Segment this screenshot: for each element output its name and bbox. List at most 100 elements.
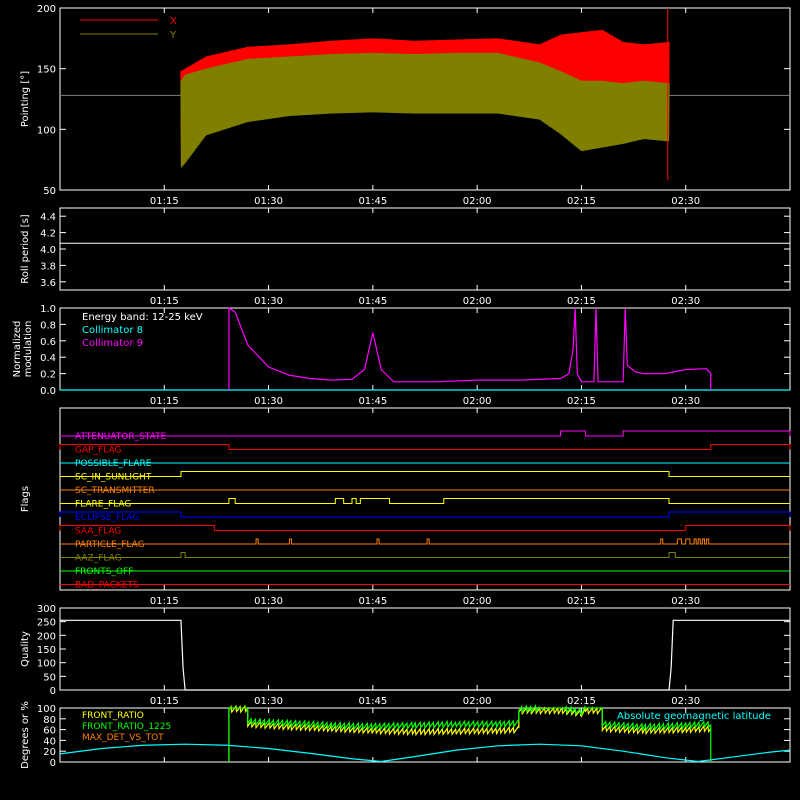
time-tick-label: 02:30 [671,696,700,707]
legend-label: FRONT_RATIO [82,711,144,721]
y-axis-label: Flags [20,486,31,512]
y-tick-label: 40 [43,736,56,747]
y-tick-label: 60 [43,726,56,737]
y-tick-label: 100 [37,704,56,715]
flag-label: SAA_FLAG [75,527,121,537]
time-tick-label: 02:30 [671,596,700,607]
time-tick-label: 01:30 [254,696,283,707]
time-tick-label: 02:15 [567,596,596,607]
time-tick-label: 01:15 [150,696,179,707]
y-tick-label: 0.4 [40,353,56,364]
flag-trace [59,511,791,518]
y-axis-label: Quality [20,631,31,667]
flag-label: PARTICLE_FLAG [75,540,145,550]
time-tick-label: 01:15 [150,296,179,307]
y-tick-label: 150 [37,645,56,656]
y-axis-label-line: modulation [23,321,34,378]
time-tick-label: 02:15 [567,296,596,307]
flag-label: ATTENUATOR_STATE [75,432,167,442]
y-tick-label: 300 [37,604,56,615]
y-tick-label: 50 [43,186,56,197]
time-tick-label: 01:30 [254,196,283,207]
y-tick-label: 150 [37,65,56,76]
panel-frame [59,207,791,291]
flag-label: GAP_FLAG [75,446,121,456]
panel-frame [59,707,791,763]
flag-label: BAD_PACKETS [75,581,139,591]
flag-trace [60,538,790,545]
time-tick-label: 01:45 [358,396,387,407]
flag-trace [60,498,790,504]
y-axis-label: Degrees or % [20,701,31,769]
quality-line [60,619,790,691]
flag-trace [59,525,791,531]
time-tick-label: 02:00 [463,296,492,307]
y-axis-label: Pointing [°] [20,71,31,127]
time-tick-label: 01:15 [150,196,179,207]
panel-frame [59,407,791,591]
time-tick-label: 02:00 [463,596,492,607]
time-tick-label: 01:45 [358,196,387,207]
flag-trace [60,430,791,437]
y-tick-label: 4.0 [40,245,56,256]
legend-label: FRONT_RATIO_1225 [82,722,171,732]
y-tick-label: 80 [43,715,56,726]
flag-trace [59,444,791,450]
flag-label: FLARE_FLAG [75,500,131,510]
panel-frame [59,7,791,191]
time-tick-label: 02:15 [567,696,596,707]
y-axis-label-line: Normalized [12,321,23,378]
legend-label: MAX_DET_VS_TOT [82,733,164,743]
time-tick-label: 02:15 [567,396,596,407]
time-tick-label: 02:30 [671,196,700,207]
time-tick-label: 01:30 [254,296,283,307]
y-tick-label: 0.2 [40,370,56,381]
time-tick-label: 02:15 [567,196,596,207]
time-tick-label: 02:00 [463,696,492,707]
time-tick-label: 01:30 [254,396,283,407]
legend-label: Collimator 8 [82,325,143,336]
flag-label: AAZ_FLAG [75,554,122,564]
y-axis-label: Normalizedmodulation [12,321,34,378]
y-tick-label: 4.2 [40,229,56,240]
y-tick-label: 20 [43,747,56,758]
time-tick-label: 01:15 [150,396,179,407]
y-tick-label: 200 [37,4,56,15]
time-tick-label: 01:45 [358,596,387,607]
flag-trace [60,471,790,477]
y-tick-label: 200 [37,631,56,642]
modulation-series [228,306,712,390]
y-tick-label: 0.6 [40,337,56,348]
flag-label: FRONTS_OFF [75,567,133,577]
flag-label: SC_IN_SUNLIGHT [75,473,152,483]
energy-band-label: Energy band: 12-25 keV [82,312,203,323]
y-tick-label: 3.8 [40,261,56,272]
time-tick-label: 01:45 [358,296,387,307]
time-tick-label: 02:00 [463,396,492,407]
y-tick-label: 0 [50,758,56,769]
legend-label: Collimator 9 [82,338,143,349]
y-tick-label: 0.0 [40,386,56,397]
legend-label: X [170,16,177,27]
y-tick-label: 100 [37,125,56,136]
y-tick-label: 50 [43,672,56,683]
time-tick-label: 01:30 [254,596,283,607]
y-tick-label: 0 [50,686,56,697]
ratio-series [228,704,712,762]
time-tick-label: 02:00 [463,196,492,207]
time-tick-label: 01:15 [150,596,179,607]
y-tick-label: 1.0 [40,304,56,315]
time-tick-label: 02:30 [671,296,700,307]
time-tick-label: 02:30 [671,396,700,407]
flag-label: SC_TRANSMITTER [75,486,155,496]
geomagnetic-latitude-label: Absolute geomagnetic latitude [617,711,771,722]
flag-label: POSSIBLE_FLARE [75,459,152,469]
flag-trace [60,552,790,558]
legend-label: Y [169,30,177,41]
series-y-trace [180,52,670,168]
flag-label: ECLIPSE_FLAG [75,513,139,523]
ratio-series [228,704,712,762]
y-tick-label: 0.8 [40,320,56,331]
y-tick-label: 3.6 [40,278,56,289]
